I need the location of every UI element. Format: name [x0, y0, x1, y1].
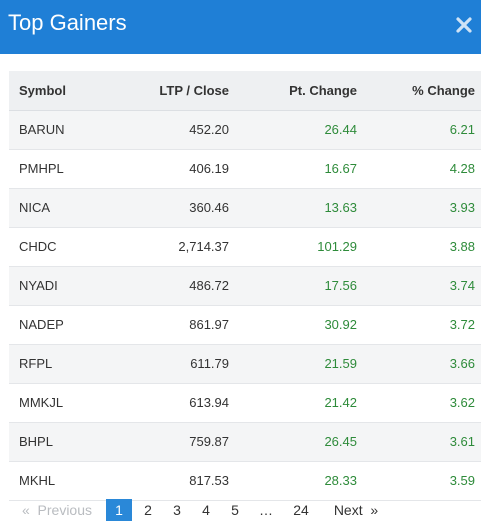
ltp-cell: 360.46	[189, 200, 229, 215]
pct-change-cell: 3.74	[449, 278, 475, 293]
pt-change-cell: 101.29	[317, 239, 357, 254]
ltp-cell: 817.53	[189, 473, 229, 488]
table-row[interactable]: NADEP 861.97 30.92 3.72	[9, 305, 481, 344]
symbol-cell[interactable]: PMHPL	[19, 161, 64, 176]
symbol-cell[interactable]: MKHL	[19, 473, 56, 488]
table-row[interactable]: RFPL 611.79 21.59 3.66	[9, 344, 481, 383]
page-button[interactable]: 4	[202, 502, 210, 518]
column-header-pt-change[interactable]: Pt. Change	[229, 71, 357, 111]
modal-title: Top Gainers	[8, 10, 127, 35]
column-header-pct-change[interactable]: % Change	[357, 71, 481, 111]
pt-change-cell: 17.56	[324, 278, 357, 293]
pagination: « Previous 1 2 3 4 5 … 24 Next »	[0, 499, 481, 523]
ltp-cell: 613.94	[189, 395, 229, 410]
pct-change-cell: 3.62	[449, 395, 475, 410]
table-header-row: Symbol LTP / Close Pt. Change % Change	[9, 71, 481, 111]
close-button[interactable]	[453, 14, 475, 36]
modal-header: Top Gainers	[0, 0, 481, 54]
pt-change-cell: 28.33	[324, 473, 357, 488]
ltp-cell: 759.87	[189, 434, 229, 449]
pt-change-cell: 30.92	[324, 317, 357, 332]
symbol-cell[interactable]: NADEP	[19, 317, 64, 332]
pct-change-cell: 3.72	[449, 317, 475, 332]
page-button-current[interactable]: 1	[106, 499, 132, 521]
pct-change-cell: 3.93	[449, 200, 475, 215]
close-icon	[456, 17, 472, 33]
page-button[interactable]: 2	[144, 502, 152, 518]
gainers-table-container: Symbol LTP / Close Pt. Change % Change B…	[9, 71, 481, 501]
symbol-cell[interactable]: NICA	[19, 200, 51, 215]
pct-change-cell: 3.88	[449, 239, 475, 254]
page-button[interactable]: 24	[293, 502, 309, 518]
table-row[interactable]: BARUN 452.20 26.44 6.21	[9, 110, 481, 149]
table-body: BARUN 452.20 26.44 6.21 PMHPL 406.19 16.67 4.28…	[9, 110, 481, 500]
symbol-cell[interactable]: RFPL	[19, 356, 53, 371]
symbol-cell[interactable]: MMKJL	[19, 395, 64, 410]
pct-change-cell: 3.59	[449, 473, 475, 488]
pct-change-cell: 4.28	[449, 161, 475, 176]
page-button[interactable]: 3	[173, 502, 181, 518]
ltp-cell: 452.20	[189, 122, 229, 137]
gainers-table: Symbol LTP / Close Pt. Change % Change B…	[9, 71, 481, 501]
page-button[interactable]: 5	[231, 502, 239, 518]
column-header-symbol[interactable]: Symbol	[9, 71, 119, 111]
symbol-cell[interactable]: BHPL	[19, 434, 53, 449]
ltp-cell: 406.19	[189, 161, 229, 176]
symbol-cell[interactable]: NYADI	[19, 278, 58, 293]
table-row[interactable]: BHPL 759.87 26.45 3.61	[9, 422, 481, 461]
pct-change-cell: 3.61	[449, 434, 475, 449]
symbol-cell[interactable]: CHDC	[19, 239, 57, 254]
ltp-cell: 861.97	[189, 317, 229, 332]
table-row[interactable]: MMKJL 613.94 21.42 3.62	[9, 383, 481, 422]
page-ellipsis: …	[259, 502, 273, 518]
pt-change-cell: 16.67	[324, 161, 357, 176]
pt-change-cell: 21.59	[324, 356, 357, 371]
table-row[interactable]: PMHPL 406.19 16.67 4.28	[9, 149, 481, 188]
previous-page-button[interactable]: « Previous	[21, 502, 93, 518]
next-page-button[interactable]: Next »	[333, 502, 379, 518]
pt-change-cell: 13.63	[324, 200, 357, 215]
ltp-cell: 611.79	[190, 356, 229, 371]
column-header-ltp[interactable]: LTP / Close	[119, 71, 229, 111]
pt-change-cell: 26.44	[324, 122, 357, 137]
symbol-cell[interactable]: BARUN	[19, 122, 65, 137]
pt-change-cell: 26.45	[324, 434, 357, 449]
table-row[interactable]: NICA 360.46 13.63 3.93	[9, 188, 481, 227]
ltp-cell: 486.72	[189, 278, 229, 293]
ltp-cell: 2,714.37	[178, 239, 229, 254]
pt-change-cell: 21.42	[324, 395, 357, 410]
table-row[interactable]: MKHL 817.53 28.33 3.59	[9, 461, 481, 500]
table-row[interactable]: CHDC 2,714.37 101.29 3.88	[9, 227, 481, 266]
pct-change-cell: 6.21	[449, 122, 475, 137]
table-row[interactable]: NYADI 486.72 17.56 3.74	[9, 266, 481, 305]
pct-change-cell: 3.66	[449, 356, 475, 371]
